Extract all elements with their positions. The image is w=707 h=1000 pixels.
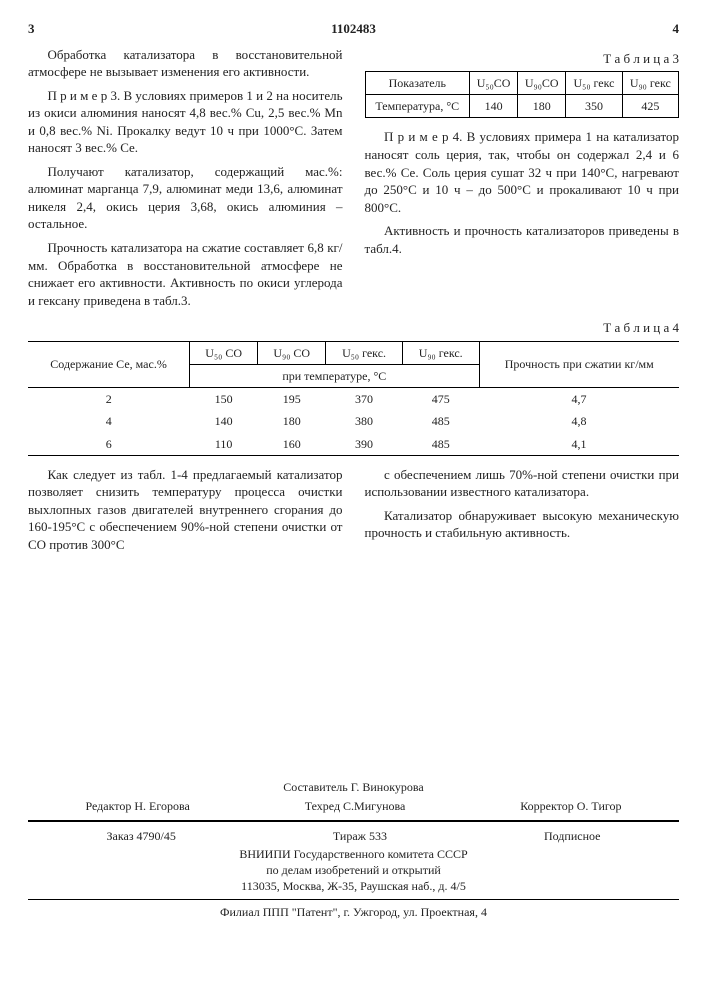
row-label: Температура, °С bbox=[365, 95, 470, 118]
cell: 180 bbox=[258, 410, 326, 432]
cell: 425 bbox=[622, 95, 678, 118]
cell: 380 bbox=[326, 410, 403, 432]
cell: 6 bbox=[28, 433, 190, 456]
doc-number: 1102483 bbox=[331, 20, 376, 38]
table3-title: Т а б л и ц а 3 bbox=[365, 50, 680, 68]
editor: Редактор Н. Егорова bbox=[85, 798, 189, 814]
col-header: U₅₀ гекс bbox=[566, 72, 622, 95]
col-header: U₉₀ гекс. bbox=[402, 341, 479, 364]
para: Катализатор обнаруживает высокую механич… bbox=[365, 507, 680, 542]
org1: ВНИИПИ Государственного комитета СССР bbox=[28, 846, 679, 862]
cell: 485 bbox=[402, 433, 479, 456]
cell: 350 bbox=[566, 95, 622, 118]
right-column: с обеспечением лишь 70%-ной степени очис… bbox=[365, 466, 680, 560]
order: Заказ 4790/45 bbox=[107, 828, 176, 844]
page-num-left: 3 bbox=[28, 20, 35, 38]
table-row: Показатель U₅₀CO U₉₀CO U₅₀ гекс U₉₀ гекс bbox=[365, 72, 679, 95]
cell: 4,7 bbox=[479, 388, 679, 411]
cell: 4,1 bbox=[479, 433, 679, 456]
org2: по делам изобретений и открытий bbox=[28, 862, 679, 878]
table-row: Температура, °С 140 180 350 425 bbox=[365, 95, 679, 118]
left-column: Как следует из табл. 1-4 предлагаемый ка… bbox=[28, 466, 343, 560]
table-row: Содержание Се, мас.% U₅₀ CO U₉₀ CO U₅₀ г… bbox=[28, 341, 679, 364]
cell: 390 bbox=[326, 433, 403, 456]
cell: 2 bbox=[28, 388, 190, 411]
cell: 370 bbox=[326, 388, 403, 411]
cell: 150 bbox=[190, 388, 258, 411]
cell: 4,8 bbox=[479, 410, 679, 432]
cell: 485 bbox=[402, 410, 479, 432]
para: Прочность катализатора на сжатие составл… bbox=[28, 239, 343, 309]
table-row: 4 140 180 380 485 4,8 bbox=[28, 410, 679, 432]
para-example3: П р и м е р 3. В условиях примеров 1 и 2… bbox=[28, 87, 343, 157]
para: Обработка катализатора в восстановительн… bbox=[28, 46, 343, 81]
cell: 180 bbox=[518, 95, 566, 118]
left-column: Обработка катализатора в восстановительн… bbox=[28, 46, 343, 316]
col-header: U₉₀ CO bbox=[258, 341, 326, 364]
compiler: Составитель Г. Винокурова bbox=[28, 779, 679, 795]
lower-two-columns: Как следует из табл. 1-4 предлагаемый ка… bbox=[28, 466, 679, 560]
imprint-footer: Составитель Г. Винокурова Редактор Н. Ег… bbox=[28, 779, 679, 919]
col-header: U₅₀ CO bbox=[190, 341, 258, 364]
table4: Содержание Се, мас.% U₅₀ CO U₉₀ CO U₅₀ г… bbox=[28, 341, 679, 456]
col-header: Прочность при сжатии кг/мм bbox=[479, 341, 679, 387]
cell: 4 bbox=[28, 410, 190, 432]
right-column: Т а б л и ц а 3 Показатель U₅₀CO U₉₀CO U… bbox=[365, 46, 680, 316]
cell: 110 bbox=[190, 433, 258, 456]
sub-header: при температуре, °С bbox=[190, 364, 479, 387]
table-row: 2 150 195 370 475 4,7 bbox=[28, 388, 679, 411]
upper-two-columns: Обработка катализатора в восстановительн… bbox=[28, 46, 679, 316]
corrector: Корректор О. Тигор bbox=[520, 798, 621, 814]
para-example4: П р и м е р 4. В условиях примера 1 на к… bbox=[365, 128, 680, 216]
techred: Техред С.Мигунова bbox=[305, 798, 406, 814]
cell: 140 bbox=[470, 95, 518, 118]
order-row: Заказ 4790/45 Тираж 533 Подписное bbox=[28, 828, 679, 844]
para: Активность и прочность катализаторов при… bbox=[365, 222, 680, 257]
para: с обеспечением лишь 70%-ной степени очис… bbox=[365, 466, 680, 501]
cell: 475 bbox=[402, 388, 479, 411]
page-header: 3 1102483 4 bbox=[28, 20, 679, 38]
subscription: Подписное bbox=[544, 828, 601, 844]
col-header: Показатель bbox=[365, 72, 470, 95]
para: Получают катализатор, содержащий мас.%: … bbox=[28, 163, 343, 233]
col-header: U₅₀ гекс. bbox=[326, 341, 403, 364]
address1: 113035, Москва, Ж-35, Раушская наб., д. … bbox=[28, 878, 679, 894]
col-header: U₉₀ гекс bbox=[622, 72, 678, 95]
col-header: U₉₀CO bbox=[518, 72, 566, 95]
address2: Филиал ППП "Патент", г. Ужгород, ул. Про… bbox=[28, 904, 679, 920]
table3: Показатель U₅₀CO U₉₀CO U₅₀ гекс U₉₀ гекс… bbox=[365, 71, 680, 118]
cell: 140 bbox=[190, 410, 258, 432]
cell: 160 bbox=[258, 433, 326, 456]
tirage: Тираж 533 bbox=[333, 828, 387, 844]
cell: 195 bbox=[258, 388, 326, 411]
editors-row: Редактор Н. Егорова Техред С.Мигунова Ко… bbox=[28, 798, 679, 814]
col-header: Содержание Се, мас.% bbox=[28, 341, 190, 387]
col-header: U₅₀CO bbox=[470, 72, 518, 95]
table-row: 6 110 160 390 485 4,1 bbox=[28, 433, 679, 456]
page-num-right: 4 bbox=[672, 20, 679, 38]
para: Как следует из табл. 1-4 предлагаемый ка… bbox=[28, 466, 343, 554]
table4-title: Т а б л и ц а 4 bbox=[28, 319, 679, 337]
